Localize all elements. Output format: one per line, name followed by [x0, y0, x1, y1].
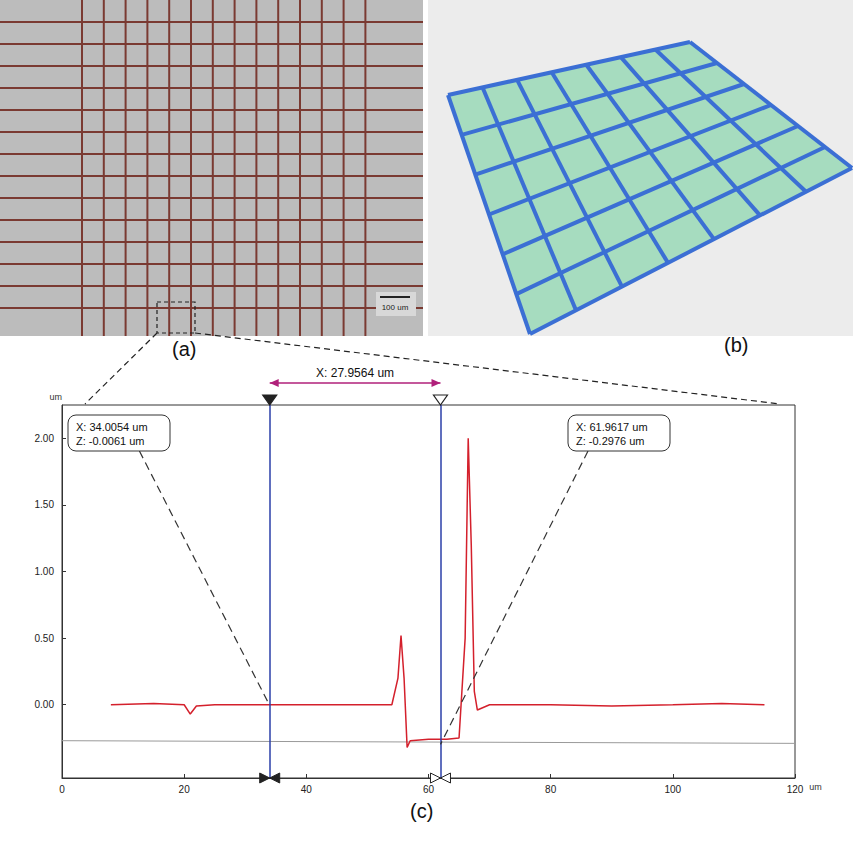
- svg-text:X: 27.9564 um: X: 27.9564 um: [316, 366, 394, 380]
- svg-text:um: um: [809, 782, 822, 792]
- svg-text:0: 0: [59, 784, 65, 795]
- svg-text:20: 20: [179, 784, 191, 795]
- svg-text:0.50: 0.50: [35, 633, 55, 644]
- svg-text:um: um: [49, 392, 62, 402]
- html-text:(a): (a): [172, 338, 197, 360]
- svg-text:100 um: 100 um: [382, 303, 409, 312]
- svg-text:1.50: 1.50: [35, 499, 55, 510]
- svg-text:80: 80: [545, 784, 557, 795]
- html-text:(b): (b): [724, 334, 749, 356]
- svg-text:1.00: 1.00: [35, 566, 55, 577]
- svg-text:120: 120: [787, 784, 804, 795]
- html-text:(c): (c): [410, 800, 434, 822]
- svg-text:X: 61.9617 um: X: 61.9617 um: [576, 421, 648, 433]
- svg-text:Z: -0.0061 um: Z: -0.0061 um: [76, 435, 144, 447]
- svg-text:Z: -0.2976 um: Z: -0.2976 um: [576, 435, 644, 447]
- svg-text:100: 100: [664, 784, 681, 795]
- svg-text:60: 60: [423, 784, 435, 795]
- svg-text:40: 40: [301, 784, 313, 795]
- svg-text:0.00: 0.00: [35, 699, 55, 710]
- svg-text:2.00: 2.00: [35, 433, 55, 444]
- svg-text:X: 34.0054 um: X: 34.0054 um: [76, 421, 148, 433]
